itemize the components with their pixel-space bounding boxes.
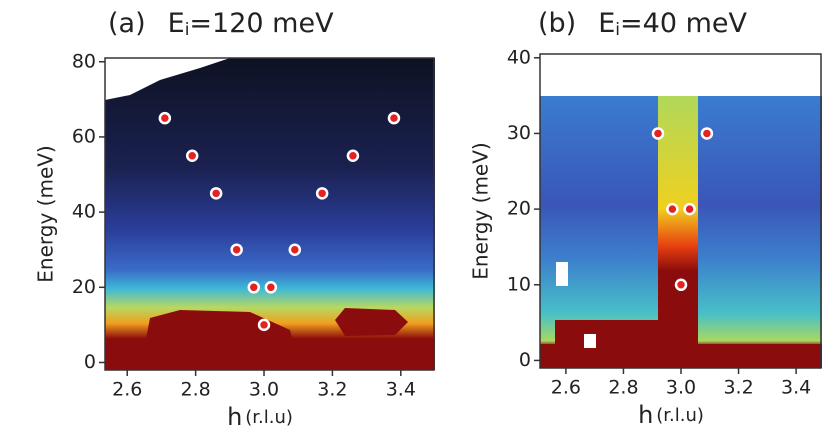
title-main: E	[598, 8, 615, 39]
title-rest: =40 meV	[620, 8, 747, 39]
data-point	[683, 202, 696, 216]
y-tick-label: 40	[507, 46, 531, 68]
x-tick-label: 3.0	[666, 377, 696, 399]
title-main: E	[168, 8, 185, 39]
data-point	[651, 127, 665, 140]
data-point	[674, 278, 688, 292]
data-point	[257, 318, 271, 332]
title-rest: =120 meV	[189, 8, 334, 39]
heatmap-b	[540, 96, 822, 368]
data-point	[185, 149, 199, 162]
data-point	[666, 202, 679, 216]
x-tick-label: 2.8	[181, 379, 211, 401]
x-tick-label: 3.2	[317, 379, 347, 401]
x-tick-label: 2.6	[551, 377, 581, 399]
data-point	[247, 281, 261, 294]
data-point	[209, 187, 223, 200]
data-point	[700, 127, 714, 140]
y-tick-label: 20	[72, 276, 96, 298]
x-tick-label: 2.8	[608, 377, 638, 399]
data-point	[264, 281, 278, 294]
y-axis-label: Energy (meV)	[469, 142, 493, 279]
x-tick-label: 3.2	[723, 377, 753, 399]
data-point	[288, 243, 302, 256]
x-tick-label: 2.6	[112, 379, 142, 401]
x-label-main: h	[638, 401, 653, 429]
x-axis-label: h (r.l.u)	[227, 403, 293, 431]
y-tick-label: 60	[72, 125, 96, 147]
panel-label: (b)	[538, 8, 576, 39]
title-sub: i	[615, 20, 620, 40]
panel-label: (a)	[108, 8, 146, 39]
y-tick-label: 0	[519, 349, 531, 371]
panel-title: (b) Ei=40 meV	[538, 8, 747, 41]
x-axis-label: h (r.l.u)	[638, 401, 704, 429]
y-tick-label: 80	[72, 50, 96, 72]
y-tick-label: 0	[84, 351, 96, 373]
x-label-unit: (r.l.u)	[656, 405, 704, 426]
x-tick-label: 3.4	[781, 377, 811, 399]
title-sub: i	[185, 20, 190, 40]
x-label-unit: (r.l.u)	[245, 407, 293, 428]
data-point	[230, 243, 243, 256]
data-point	[346, 149, 360, 162]
plot-frame	[104, 57, 435, 371]
y-tick-label: 10	[507, 273, 531, 295]
y-tick-label: 30	[507, 122, 531, 144]
data-point	[315, 187, 329, 200]
x-tick-label: 3.0	[249, 379, 279, 401]
y-tick-label: 20	[507, 198, 531, 220]
x-tick-label: 3.4	[386, 379, 416, 401]
data-point	[158, 111, 172, 125]
y-tick-label: 40	[72, 201, 96, 223]
data-point	[387, 111, 401, 125]
y-axis-label: Energy (meV)	[34, 145, 58, 282]
x-label-main: h	[227, 403, 242, 431]
panel-title: (a) Ei=120 meV	[108, 8, 334, 41]
